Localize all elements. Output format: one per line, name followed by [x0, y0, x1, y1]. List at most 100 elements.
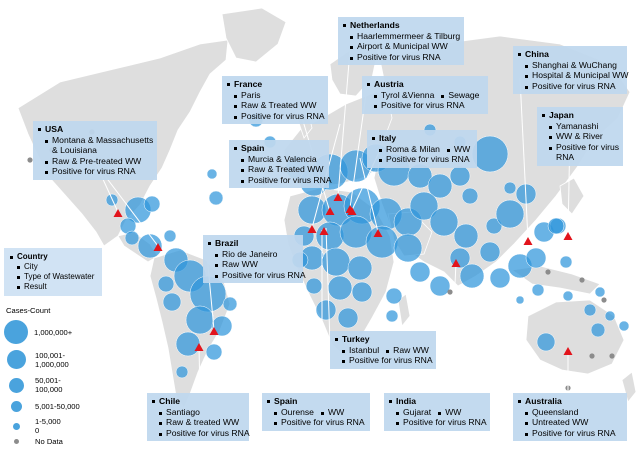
- card-country-row: Brazil: [208, 238, 298, 249]
- card-detail-label: Paris: [241, 89, 261, 100]
- case-bubble: [459, 263, 485, 289]
- site-marker-icon: [451, 259, 461, 267]
- bullet-icon: [342, 349, 345, 353]
- site-marker-icon: [563, 347, 573, 355]
- bullet-icon: [45, 139, 48, 143]
- card-detail-row: Shanghai & WuChang: [525, 60, 617, 71]
- card-detail-label: Positive for virus RNA: [222, 269, 306, 280]
- key-legend: Country City Type of Wastewater Result: [4, 248, 102, 296]
- case-bubble: [206, 168, 218, 180]
- card-detail-row: Positive for virus RNA: [274, 417, 365, 428]
- card-detail-row: Sewage: [441, 90, 479, 101]
- case-bubble: [205, 343, 223, 361]
- card-detail-row: Queensland: [525, 407, 578, 418]
- bullet-icon: [234, 94, 237, 98]
- card-detail-label: RNA: [556, 152, 575, 163]
- card-detail-label: Positive for virus RNA: [357, 51, 441, 62]
- card-country-row: Japan: [542, 110, 618, 121]
- bullet-icon: [215, 253, 218, 257]
- case-bubble: [427, 173, 453, 199]
- case-bubble: [143, 195, 161, 213]
- case-bubble: [222, 296, 238, 312]
- case-bubble: [449, 165, 471, 187]
- leader-line: [198, 345, 201, 397]
- site-marker-icon: [153, 243, 163, 251]
- bullet-icon: [274, 422, 277, 426]
- card-detail-label: Raw & treated WW: [166, 417, 240, 428]
- no-data-dot: [545, 269, 551, 275]
- case-bubble: [525, 247, 547, 269]
- card-spain-bottom: Spain Ourense WWPositive for virus RNA: [262, 393, 370, 431]
- card-detail-label: Santiago: [166, 406, 200, 417]
- land-shape: [525, 299, 625, 375]
- case-bubble: [157, 275, 175, 293]
- card-detail-label: WW & River: [556, 131, 603, 142]
- bullet-icon: [372, 137, 375, 140]
- bullet-icon: [525, 432, 528, 436]
- bullet-icon: [350, 35, 353, 39]
- card-detail-label: Airport & Municipal WW: [357, 41, 448, 52]
- card-country-label: China: [525, 49, 549, 59]
- card-detail-row: Raw & Pre-treated WW: [45, 156, 141, 167]
- case-bubble: [604, 310, 616, 322]
- site-marker-icon: [209, 327, 219, 335]
- case-bubble: [162, 292, 182, 312]
- case-bubble: [562, 290, 574, 302]
- bullet-icon: [350, 46, 353, 50]
- no-data-swatch-icon: [14, 439, 19, 444]
- card-country-row: Turkey: [335, 334, 431, 345]
- card-detail-label: WW: [453, 143, 471, 154]
- site-marker-icon: [373, 229, 383, 237]
- leader-line: [519, 77, 529, 241]
- case-bubble: [365, 225, 399, 259]
- bullet-icon: [320, 411, 324, 415]
- card-detail-label: Positive for virus RNA: [532, 427, 616, 438]
- bullet-icon: [396, 411, 399, 415]
- bullet-icon: [274, 411, 277, 415]
- bullet-icon: [525, 422, 528, 426]
- bullet-icon: [441, 94, 445, 98]
- land-shape: [221, 7, 287, 63]
- card-detail-label: Murcia & Valencia: [248, 153, 317, 164]
- bullet-icon: [343, 24, 346, 27]
- card-detail-row: Positive for virus RNA: [379, 154, 470, 165]
- case-bubble: [211, 315, 233, 337]
- card-detail-label: Positive for virus RNA: [381, 100, 465, 111]
- card-detail-row: Positive for virus RNA: [396, 417, 487, 428]
- bullet-icon: [379, 159, 382, 163]
- site-marker-icon: [563, 232, 573, 240]
- card-detail-label: Positive for virus RNA: [166, 427, 250, 438]
- card-detail-label: Positive for virus RNA: [403, 417, 487, 428]
- bullet-icon: [17, 286, 20, 289]
- bullet-icon: [525, 411, 528, 415]
- legend-country-label: Country: [17, 252, 48, 261]
- size-legend-label: 5,001-50,000: [35, 402, 80, 411]
- bullet-icon: [208, 242, 211, 245]
- card-detail-label: Raw WW: [222, 259, 258, 270]
- card-italy: Italy Roma & Milan WWPositive for virus RN…: [367, 130, 477, 168]
- case-bubble: [321, 247, 351, 277]
- bullet-icon: [518, 53, 521, 56]
- size-legend-label: 1,000,000+: [34, 327, 73, 337]
- card-detail-row: Gujarat: [396, 407, 431, 418]
- legend-wastewater-row: Type of Wastewater: [17, 272, 96, 282]
- case-bubble: [351, 281, 373, 303]
- site-marker-icon: [307, 225, 317, 233]
- card-detail-label: WW: [445, 406, 462, 417]
- bullet-icon: [159, 432, 162, 436]
- size-legend-item: 50,001- 100,000: [9, 376, 62, 394]
- leader-line: [337, 49, 351, 197]
- no-data-dot: [27, 157, 33, 163]
- case-bubble: [429, 275, 451, 297]
- bullet-icon: [389, 400, 392, 403]
- bullet-icon: [234, 147, 237, 150]
- leader-line: [449, 261, 457, 397]
- card-country-row: Australia: [518, 396, 622, 407]
- card-country-row: India: [389, 396, 485, 407]
- bubble-swatch-icon: [9, 377, 24, 393]
- bullet-icon: [159, 422, 162, 426]
- card-detail-label: Positive for virus RNA: [386, 154, 470, 165]
- bullet-icon: [267, 400, 270, 403]
- card-country-row: Spain: [234, 143, 324, 154]
- card-country-label: Austria: [374, 79, 404, 89]
